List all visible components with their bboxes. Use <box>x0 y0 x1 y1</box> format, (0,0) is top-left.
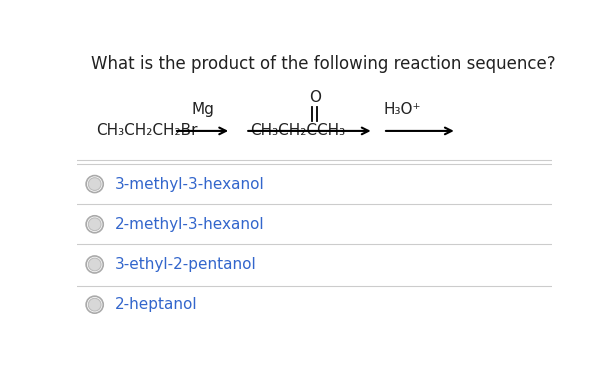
Text: 2-methyl-3-hexanol: 2-methyl-3-hexanol <box>115 217 264 232</box>
Text: O: O <box>309 90 321 106</box>
Ellipse shape <box>88 298 101 311</box>
Text: 2-heptanol: 2-heptanol <box>115 297 197 312</box>
Ellipse shape <box>88 178 101 191</box>
Text: 3-methyl-3-hexanol: 3-methyl-3-hexanol <box>115 176 264 192</box>
Ellipse shape <box>88 218 101 231</box>
Text: CH₃CH₂CH₂Br: CH₃CH₂CH₂Br <box>96 123 197 138</box>
Text: What is the product of the following reaction sequence?: What is the product of the following rea… <box>91 55 555 73</box>
Ellipse shape <box>88 258 101 271</box>
Text: CH₃CH₂CCH₃: CH₃CH₂CCH₃ <box>250 123 345 138</box>
Text: H₃O⁺: H₃O⁺ <box>383 102 421 117</box>
Text: Mg: Mg <box>191 102 214 117</box>
Text: 3-ethyl-2-pentanol: 3-ethyl-2-pentanol <box>115 257 256 272</box>
